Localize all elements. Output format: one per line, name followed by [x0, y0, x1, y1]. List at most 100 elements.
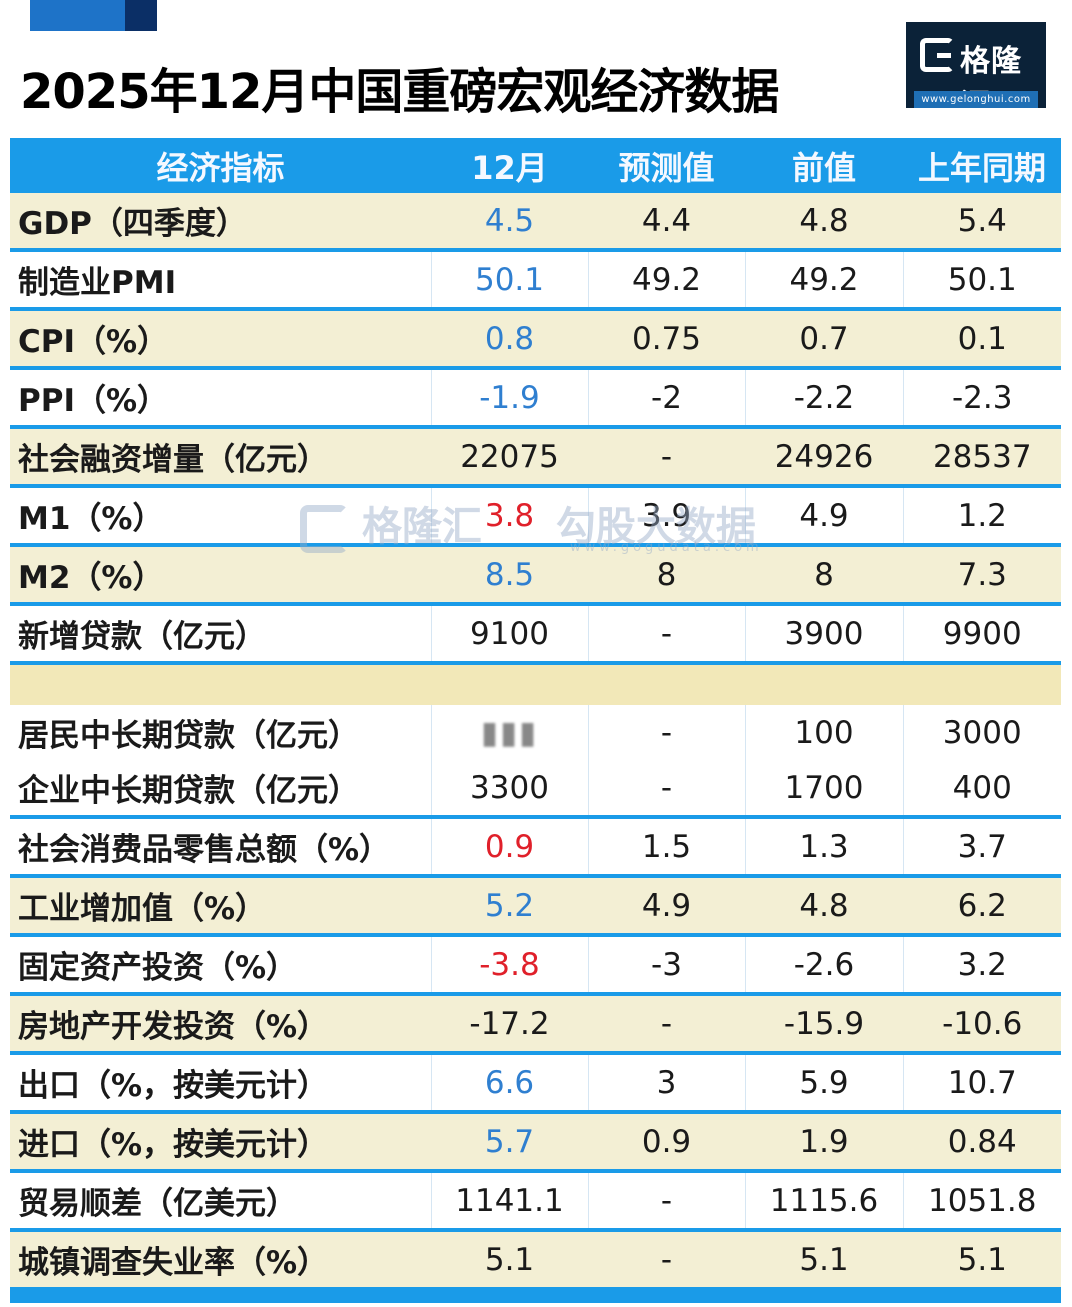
forecast-value: - [587, 705, 745, 760]
table-row: 社会融资增量（亿元） 22075 - 24926 28537 [10, 427, 1061, 488]
previous-value: 0.7 [744, 309, 903, 370]
table-row: 贸易顺差（亿美元） 1141.1 - 1115.6 1051.8 [10, 1171, 1061, 1232]
forecast-value: - [587, 427, 745, 488]
current-value: 4.5 [430, 193, 588, 252]
logo-url: www.gelonghui.com [914, 91, 1038, 108]
previous-value: 8 [744, 545, 903, 606]
last-year-value: 28537 [902, 427, 1061, 488]
section-band-cell [10, 663, 1061, 705]
table-row: 企业中长期贷款（亿元） 3300 - 1700 400 [10, 760, 1061, 819]
table-row: 居民中长期贷款（亿元） ▮▮▮ - 100 3000 [10, 705, 1061, 760]
indicator-name: 工业增加值（%） [10, 876, 431, 937]
header-last-year: 上年同期 [903, 138, 1061, 193]
last-year-value: 10.7 [902, 1053, 1061, 1114]
table-row: 固定资产投资（%） -3.8 -3 -2.6 3.2 [10, 935, 1061, 996]
current-value: 9100 [430, 604, 588, 665]
current-value: 50.1 [430, 250, 588, 311]
obscured-value-glyph: ▮▮▮ [480, 714, 539, 751]
indicator-name: 固定资产投资（%） [10, 935, 431, 996]
indicator-name: 企业中长期贷款（亿元） [10, 760, 431, 819]
macro-data-table: 经济指标 12月 预测值 前值 上年同期 GDP（四季度） 4.5 4.4 4.… [10, 138, 1061, 1291]
forecast-value: 1.5 [587, 817, 745, 878]
page-title: 2025年12月中国重磅宏观经济数据 [20, 64, 779, 120]
table-row: 进口（%，按美元计） 5.7 0.9 1.9 0.84 [10, 1112, 1061, 1173]
table-row: 工业增加值（%） 5.2 4.9 4.8 6.2 [10, 876, 1061, 937]
indicator-name: 社会融资增量（亿元） [10, 427, 431, 488]
forecast-value: 3 [587, 1053, 745, 1114]
current-value: 3300 [430, 760, 588, 819]
indicator-name: 进口（%，按美元计） [10, 1112, 431, 1173]
table-row: PPI（%） -1.9 -2 -2.2 -2.3 [10, 368, 1061, 429]
indicator-name: PPI（%） [10, 368, 431, 429]
previous-value: 1700 [744, 760, 903, 819]
current-value-obscured: ▮▮▮ [430, 705, 588, 760]
forecast-value: 8 [587, 545, 745, 606]
forecast-value: - [587, 1171, 745, 1232]
logo-brand: 格隆汇 [960, 44, 1022, 123]
last-year-value: 5.1 [902, 1230, 1061, 1291]
table-row: 新增贷款（亿元） 9100 - 3900 9900 [10, 604, 1061, 665]
indicator-name: 出口（%，按美元计） [10, 1053, 431, 1114]
previous-value: 24926 [744, 427, 903, 488]
previous-value: 5.1 [744, 1230, 903, 1291]
forecast-value: 4.4 [587, 193, 745, 252]
previous-value: 4.8 [744, 876, 903, 937]
table-header-row: 经济指标 12月 预测值 前值 上年同期 [10, 138, 1061, 193]
header-indicator: 经济指标 [10, 138, 431, 193]
table-row: 城镇调查失业率（%） 5.1 - 5.1 5.1 [10, 1230, 1061, 1291]
last-year-value: 50.1 [902, 250, 1061, 311]
section-band [10, 663, 1061, 705]
indicator-name: 社会消费品零售总额（%） [10, 817, 431, 878]
last-year-value: 3.7 [902, 817, 1061, 878]
top-accent-dark-block [125, 0, 157, 31]
current-value: 5.7 [430, 1112, 588, 1173]
current-value: 0.8 [430, 309, 588, 370]
table-row: 制造业PMI 50.1 49.2 49.2 50.1 [10, 250, 1061, 311]
current-value: 5.1 [430, 1230, 588, 1291]
forecast-value: 0.9 [587, 1112, 745, 1173]
header-previous: 前值 [745, 138, 903, 193]
current-value: 0.9 [430, 817, 588, 878]
table-row: M1（%） 3.8 3.9 4.9 1.2 [10, 486, 1061, 547]
previous-value: -2.6 [744, 935, 903, 996]
last-year-value: 1.2 [902, 486, 1061, 547]
header-forecast: 预测值 [588, 138, 745, 193]
table-row: 社会消费品零售总额（%） 0.9 1.5 1.3 3.7 [10, 817, 1061, 878]
previous-value: -15.9 [744, 994, 903, 1055]
current-value: 1141.1 [430, 1171, 588, 1232]
previous-value: 5.9 [744, 1053, 903, 1114]
macro-data-table-frame: 经济指标 12月 预测值 前值 上年同期 GDP（四季度） 4.5 4.4 4.… [10, 138, 1061, 1303]
forecast-value: -2 [587, 368, 745, 429]
current-value: -1.9 [430, 368, 588, 429]
previous-value: -2.2 [744, 368, 903, 429]
previous-value: 1115.6 [744, 1171, 903, 1232]
current-value: -17.2 [430, 994, 588, 1055]
previous-value: 1.9 [744, 1112, 903, 1173]
current-value: 8.5 [430, 545, 588, 606]
indicator-name: 新增贷款（亿元） [10, 604, 431, 665]
table-row: CPI（%） 0.8 0.75 0.7 0.1 [10, 309, 1061, 370]
previous-value: 3900 [744, 604, 903, 665]
table-row: M2（%） 8.5 8 8 7.3 [10, 545, 1061, 606]
forecast-value: 3.9 [587, 486, 745, 547]
forecast-value: 0.75 [587, 309, 745, 370]
last-year-value: 0.1 [902, 309, 1061, 370]
indicator-name: CPI（%） [10, 309, 431, 370]
forecast-value: 49.2 [587, 250, 745, 311]
table-row: GDP（四季度） 4.5 4.4 4.8 5.4 [10, 193, 1061, 252]
logo-g-icon [920, 38, 954, 72]
last-year-value: 400 [902, 760, 1061, 819]
indicator-name: 城镇调查失业率（%） [10, 1230, 431, 1291]
indicator-name: 贸易顺差（亿美元） [10, 1171, 431, 1232]
header-current-month: 12月 [431, 138, 588, 193]
indicator-name: 制造业PMI [10, 250, 431, 311]
previous-value: 100 [744, 705, 903, 760]
last-year-value: 9900 [902, 604, 1061, 665]
previous-value: 4.9 [744, 486, 903, 547]
forecast-value: - [587, 994, 745, 1055]
indicator-name: 居民中长期贷款（亿元） [10, 705, 431, 760]
last-year-value: -2.3 [902, 368, 1061, 429]
forecast-value: - [587, 760, 745, 819]
current-value: 3.8 [430, 486, 588, 547]
indicator-name: M1（%） [10, 486, 431, 547]
